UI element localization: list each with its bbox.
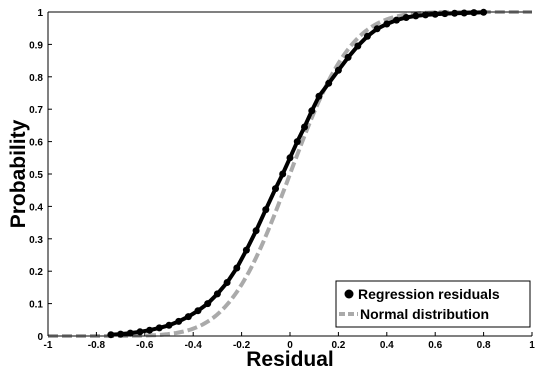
residual-point xyxy=(272,185,279,193)
x-tick-label: 1 xyxy=(529,340,535,351)
residual-point xyxy=(117,330,125,338)
residual-point xyxy=(460,9,468,17)
residual-point xyxy=(213,290,221,298)
residual-point xyxy=(315,92,323,100)
y-axis-title: Probability xyxy=(7,119,30,228)
x-axis-title: Residual xyxy=(246,348,334,371)
residual-point xyxy=(146,326,154,334)
y-tick-label: 0.1 xyxy=(29,300,43,311)
residual-point xyxy=(402,14,410,21)
y-tick-label: 0.8 xyxy=(29,73,43,84)
legend-box xyxy=(335,280,531,328)
residual-point xyxy=(155,324,163,332)
legend-label-residuals: Regression residuals xyxy=(358,286,500,302)
residual-point xyxy=(470,9,478,17)
regression-residuals-series xyxy=(107,8,488,339)
x-tick-label: 0.8 xyxy=(477,340,491,351)
x-tick-label: -0.6 xyxy=(136,340,154,351)
x-tick-label: 0 xyxy=(287,340,293,351)
residual-point xyxy=(354,42,362,50)
residual-point xyxy=(242,246,250,254)
y-axis-ticks: 0 0.1 0.2 0.3 0.4 0.5 0.6 0.7 0.8 0.9 1 xyxy=(29,8,52,343)
residual-point xyxy=(223,279,231,286)
x-tick-label: 0.4 xyxy=(380,340,394,351)
residual-point xyxy=(431,10,439,18)
residual-point xyxy=(373,25,381,33)
residual-point xyxy=(262,206,270,214)
residual-point xyxy=(293,138,301,146)
residual-point xyxy=(301,123,308,131)
residual-point xyxy=(412,12,420,20)
residual-point xyxy=(194,307,202,315)
residual-point xyxy=(441,10,449,18)
residual-point xyxy=(252,227,260,235)
residual-point xyxy=(334,66,342,74)
residual-point xyxy=(136,328,144,336)
legend-label-normal: Normal distribution xyxy=(360,306,489,322)
residual-point xyxy=(363,32,371,40)
residual-point xyxy=(308,107,316,115)
residual-point xyxy=(126,329,134,337)
residual-point xyxy=(344,53,352,61)
residual-point xyxy=(107,331,115,339)
residual-point xyxy=(286,154,294,162)
y-tick-label: 0.2 xyxy=(29,267,43,278)
x-tick-label: -0.4 xyxy=(185,340,203,351)
residual-point xyxy=(422,11,429,19)
x-tick-label: 0.2 xyxy=(331,340,345,351)
residual-point xyxy=(393,16,400,24)
legend: Regression residuals Normal distribution xyxy=(335,280,531,328)
y-tick-label: 0.7 xyxy=(29,105,43,116)
residual-point xyxy=(451,9,459,17)
legend-marker-residuals xyxy=(344,289,354,299)
y-tick-label: 0.3 xyxy=(29,235,43,246)
residual-point xyxy=(279,170,287,178)
x-axis-ticks: -1 -0.8 -0.6 -0.4 -0.2 0 0.2 0.4 0.6 0.8 1 xyxy=(44,332,535,351)
residual-point xyxy=(383,20,391,28)
y-tick-label: 0.6 xyxy=(29,138,43,149)
y-tick-label: 0 xyxy=(37,332,43,343)
residual-point xyxy=(204,300,212,308)
y-tick-label: 0.5 xyxy=(29,170,43,181)
residual-point xyxy=(175,317,183,325)
residual-point xyxy=(165,321,173,329)
x-tick-label: -0.2 xyxy=(233,340,251,351)
x-tick-label: -0.8 xyxy=(88,340,106,351)
x-tick-label: -1 xyxy=(44,340,53,351)
y-tick-label: 0.9 xyxy=(29,40,43,51)
residual-point xyxy=(325,79,333,87)
residual-point xyxy=(233,264,241,272)
y-tick-label: 1 xyxy=(37,8,43,19)
residual-point xyxy=(184,313,192,321)
y-tick-label: 0.4 xyxy=(29,202,43,213)
x-tick-label: 0.6 xyxy=(428,340,442,351)
